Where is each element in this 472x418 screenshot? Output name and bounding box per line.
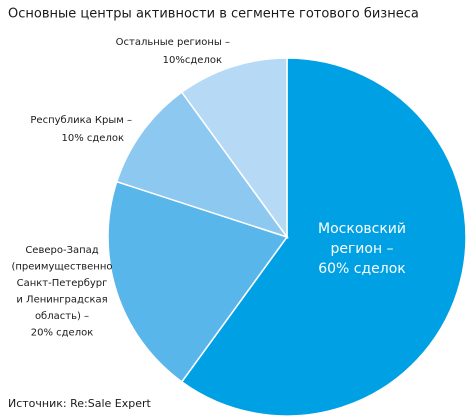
source: Источник: Re:Sale Expert [8,397,151,410]
value-label: 10% сделок [61,133,124,144]
pie-slice [107,180,289,383]
slice-label: Остальные регионы – [116,37,230,48]
pie-slice [180,57,288,240]
value-label: 20% сделок [31,328,94,339]
value-label: 10%сделок [163,55,222,66]
pie-slice [180,57,467,417]
slice-label: Московский регион – [318,221,406,257]
value-label: 60% сделок [318,261,406,277]
chart-title: Основные центры активности в сегменте го… [8,7,419,22]
slice-label: Республика Крым – [30,115,132,126]
pie-slice [115,91,289,239]
slice-label: Северо-Запад (преимущественно Санкт-Петерб… [11,245,112,322]
